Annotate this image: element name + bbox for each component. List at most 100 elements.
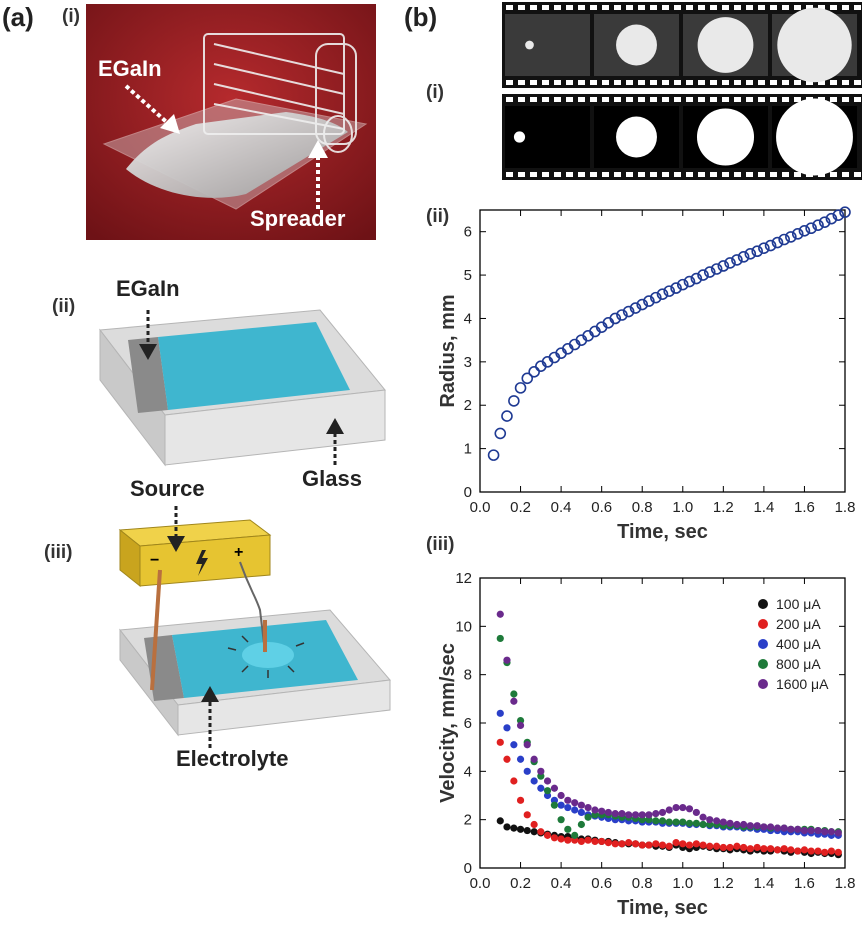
y-tick-label: 4 [464,310,472,327]
panel-a-i-label: (i) [62,6,80,27]
film-perforation [614,172,621,177]
velocity-point-4 [827,828,836,836]
film-perforation [722,80,729,85]
velocity-point-4 [726,819,734,827]
velocity-point-4 [564,796,572,804]
radius-data-point [636,298,649,311]
velocity-point-0 [496,817,504,825]
y-tick-label: 3 [464,354,472,371]
film-perforation [746,172,753,177]
film-perforation [830,172,837,177]
film-perforation [626,97,633,102]
film-perforation [674,172,681,177]
film-perforation [782,172,789,177]
velocity-point-4 [685,805,694,813]
velocity-point-2 [557,801,565,809]
radius-data-point [758,242,770,254]
schematic-glass-label: Glass [302,466,362,491]
x-tick-label: 0.8 [632,875,653,892]
velocity-point-2 [496,709,504,717]
velocity-point-2 [564,803,572,812]
y-tick-label: 0 [464,484,472,501]
film-perforation [530,5,537,10]
velocity-point-1 [773,846,782,854]
velocity-point-2 [537,784,545,792]
velocity-point-1 [638,841,646,849]
film-perforation [530,172,537,177]
film-perforation [638,172,645,177]
velocity-point-1 [537,828,545,836]
film-perforation [662,172,669,177]
velocity-point-3 [699,820,707,829]
panel-b-ii-label: (ii) [426,206,450,227]
y-tick-label: 8 [464,667,472,684]
velocity-point-4 [577,801,585,809]
film-perforation [758,5,765,10]
film-perforation [698,80,705,85]
velocity-point-1 [530,820,538,829]
velocity-point-4 [496,610,504,618]
velocity-point-4 [557,791,565,800]
velocity-point-1 [807,847,815,855]
velocity-point-3 [496,634,504,643]
radius-data-point [771,236,784,249]
legend-marker [758,659,768,669]
radius-data-point [751,245,763,258]
spreading-spot [697,17,754,73]
velocity-point-4 [807,826,815,835]
film-perforation [542,80,549,85]
plot-frame [479,209,846,493]
velocity-point-1 [618,840,626,848]
radius-data-point [825,212,838,225]
velocity-point-4 [834,829,842,837]
film-perforation [626,5,633,10]
radius-data-point [697,269,709,281]
velocity-point-1 [652,840,660,848]
velocity-point-1 [625,839,633,847]
velocity-point-4 [719,818,727,826]
film-perforation [746,80,753,85]
film-perforation [854,172,861,177]
film-perforation [686,97,693,102]
film-perforation [806,80,813,85]
radius-data-point [737,251,750,263]
x-tick-label: 0.4 [551,875,572,892]
film-perforation [842,97,849,102]
velocity-point-1 [706,842,714,850]
film-perforation [770,80,777,85]
velocity-point-3 [692,819,700,827]
radius-data-point [717,260,730,272]
film-perforation [818,5,825,10]
velocity-point-4 [658,808,667,817]
velocity-vs-time-chart: 0.0 0.2 0.4 0.6 0.8 1.0 1.2 1.4 1.6 1.8 0 2 4 6 8 10 12 T… [430,560,867,928]
radius-data-point [791,228,804,240]
egain-spreader-photo [86,4,376,240]
x-tick-label: 1.8 [835,499,856,516]
radius-data-point [487,449,500,461]
velocity-point-1 [658,841,667,849]
x-tick-label: 0.6 [591,499,612,516]
radius-data-point [785,231,797,243]
photo-illustration [86,4,376,240]
film-perforation [518,172,525,177]
film-perforation [506,97,513,102]
velocity-point-4 [733,820,741,829]
x-tick-label: 0.2 [510,875,531,892]
film-perforation [566,5,573,10]
film-perforation [842,5,849,10]
velocity-point-1 [713,842,721,850]
velocity-point-1 [645,841,653,849]
radius-data-point [818,216,831,228]
radius-data-point [670,282,682,294]
velocity-point-1 [631,840,640,848]
velocity-point-1 [699,841,707,849]
x-axis-label: Time, sec [617,897,708,919]
spreading-filmstrip [502,2,862,182]
film-perforation [674,97,681,102]
film-perforation [746,5,753,10]
x-tick-label: 0.4 [551,499,572,516]
velocity-point-4 [740,820,748,829]
velocity-point-3 [658,817,667,825]
x-tick-label: 1.0 [672,875,693,892]
film-perforation [722,172,729,177]
